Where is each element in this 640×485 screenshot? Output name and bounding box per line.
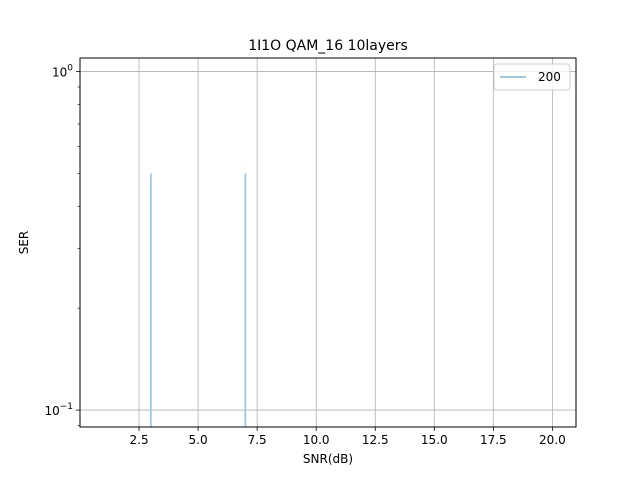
x-tick-label: 15.0 — [421, 433, 448, 447]
x-tick-label: 2.5 — [130, 433, 149, 447]
y-tick-label: 100 — [52, 64, 73, 80]
grid-lines — [80, 58, 576, 427]
x-axis-ticks: 2.5 5.0 7.5 10.0 12.5 15.0 17.5 20.0 — [130, 427, 566, 447]
y-tick-label: 10−1 — [44, 402, 73, 418]
plot-area — [79, 57, 577, 428]
y-axis-ticks: 100 10−1 — [44, 64, 80, 426]
x-tick-label: 17.5 — [480, 433, 507, 447]
x-axis-label: SNR(dB) — [303, 452, 353, 466]
chart-title: 1I1O QAM_16 10layers — [248, 38, 408, 54]
legend: 200 — [493, 63, 571, 91]
x-tick-label: 20.0 — [539, 433, 566, 447]
series-lines — [149, 173, 247, 427]
x-tick-label: 12.5 — [362, 433, 389, 447]
legend-label: 200 — [538, 70, 561, 84]
x-tick-label: 7.5 — [248, 433, 267, 447]
y-axis-label: SER — [17, 231, 31, 255]
x-tick-label: 5.0 — [189, 433, 208, 447]
x-tick-label: 10.0 — [303, 433, 330, 447]
legend-box — [493, 63, 571, 91]
